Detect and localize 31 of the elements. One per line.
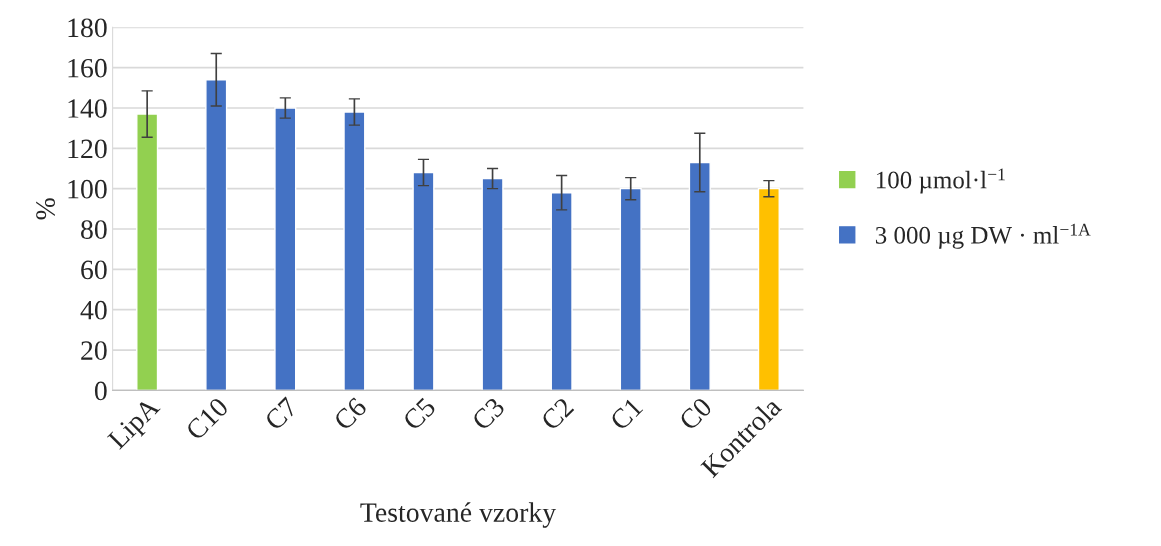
x-tick-label: C2 [540, 396, 575, 432]
y-tick-label: 0 [94, 381, 107, 401]
bar [688, 161, 711, 391]
bar [412, 171, 435, 391]
x-tick-label: C5 [401, 396, 437, 432]
bar [136, 113, 159, 391]
y-tick-label: 120 [68, 139, 107, 159]
legend-label: 100 µmol·l$^{−1}$ [876, 168, 1005, 194]
bar [274, 107, 297, 391]
y-tick-label: 180 [68, 18, 107, 38]
bar [757, 187, 780, 391]
x-tick-label: C6 [332, 396, 368, 432]
y-axis-title: % [36, 198, 55, 220]
x-axis-title: Testované vzorky [360, 502, 557, 528]
y-tick-label: 40 [80, 300, 107, 320]
y-tick-label: 60 [81, 260, 107, 280]
x-tick-label: C3 [471, 396, 506, 432]
bar [205, 79, 228, 391]
y-tick-label: 160 [68, 58, 107, 78]
x-tick-label: C1 [609, 397, 644, 432]
y-tick-label: 20 [81, 341, 107, 360]
bar [481, 177, 504, 391]
x-tick-label: C10 [184, 396, 230, 442]
legend-label: 3 000 µg DW · ml$^{−1A}$ [875, 223, 1091, 249]
y-tick-label: 140 [68, 99, 107, 118]
bar [343, 111, 366, 391]
bar [619, 187, 642, 391]
y-tick-label: 100 [68, 179, 107, 199]
y-tick-label: 80 [81, 220, 107, 239]
x-tick-label: C7 [263, 396, 299, 432]
bar [550, 192, 573, 391]
